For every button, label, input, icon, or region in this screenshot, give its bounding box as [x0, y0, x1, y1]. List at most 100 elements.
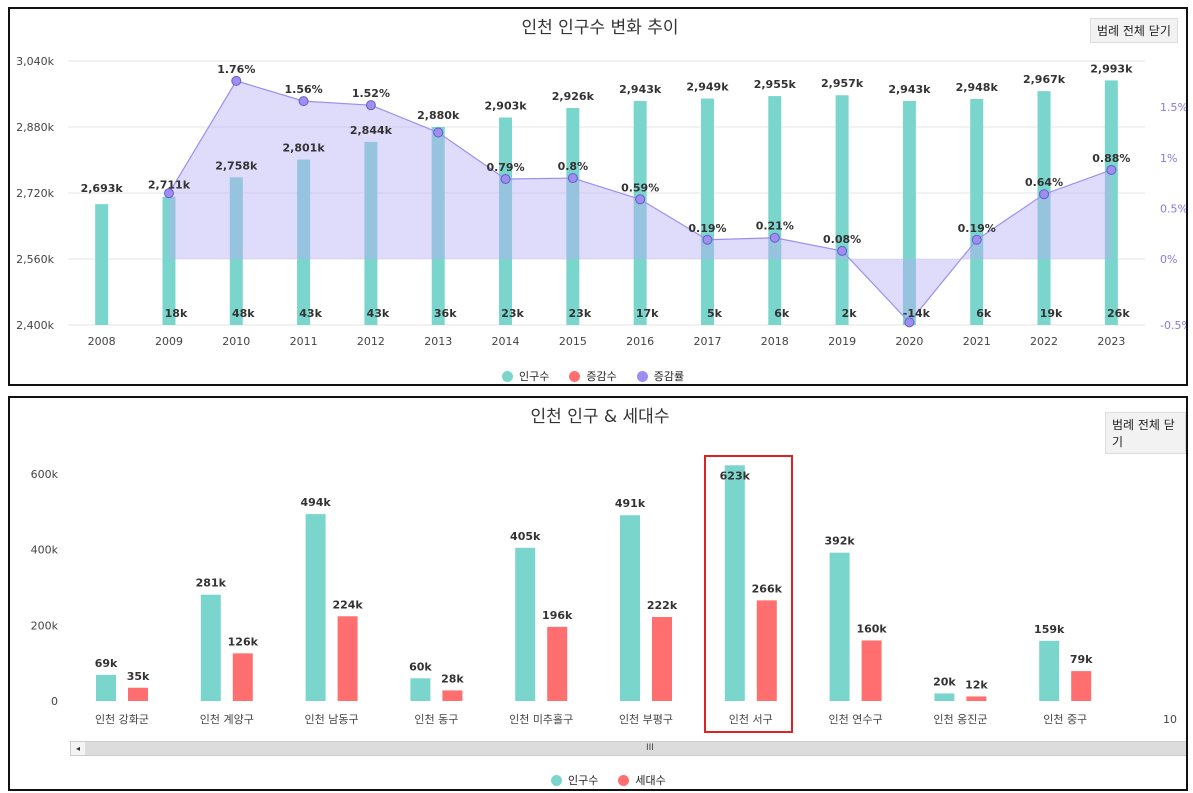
change-count-value-label: 6k — [976, 307, 992, 320]
legend-close-all-button-2[interactable]: 범례 전체 닫기 — [1105, 412, 1186, 454]
change-rate-point — [635, 194, 646, 205]
x-tick-label: 2009 — [155, 335, 183, 348]
population-bar — [515, 547, 536, 701]
population-bar — [1104, 80, 1118, 325]
y-right-tick-label: -0.5% — [1160, 319, 1188, 332]
population-value-label: 20k — [933, 675, 956, 688]
change-count-value-label: 23k — [569, 307, 592, 320]
legend-item-change-rate[interactable]: 증감률 — [636, 368, 684, 384]
change-rate-value-label: 0.88% — [1092, 152, 1130, 165]
x-tick-label: 2016 — [626, 335, 654, 348]
x-tick-label: 인천 부평구 — [619, 712, 673, 726]
y-right-tick-label: 1% — [1160, 152, 1177, 165]
population-value-label: 281k — [196, 577, 227, 590]
change-rate-value-label: 0.21% — [756, 220, 794, 233]
legend-item-population-2[interactable]: 인구수 — [551, 772, 598, 788]
change-rate-point — [433, 127, 444, 138]
x-tick-label: 인천 강화군 — [95, 712, 149, 726]
x-tick-label: 인천 남동구 — [305, 712, 359, 726]
population-value-label: 2,903k — [484, 100, 527, 113]
scroll-left-arrow-icon[interactable]: ◂ — [71, 742, 85, 755]
change-rate-point — [971, 234, 982, 245]
change-rate-value-label: 0.8% — [558, 160, 589, 173]
population-households-panel: 인천 인구 & 세대수 0 200k 400k 600k 69k 35k 인천 강화군 281k… — [8, 396, 1188, 791]
households-bar — [1071, 671, 1092, 701]
x-tick-label: 2023 — [1097, 335, 1125, 348]
population-households-chart: 인천 인구 & 세대수 0 200k 400k 600k 69k 35k 인천 강화군 281k… — [31, 407, 1177, 726]
y-left-tick-label: 2,400k — [16, 319, 54, 332]
legend-item-population[interactable]: 인구수 — [502, 368, 549, 384]
households-bar — [966, 696, 987, 701]
households-value-label: 79k — [1070, 653, 1093, 666]
x-tick-label: 2013 — [424, 335, 452, 348]
scroll-grip-icon[interactable]: III — [646, 743, 654, 753]
x-tick-label: 2019 — [828, 335, 856, 348]
change-rate-point — [365, 100, 376, 111]
households-bar — [128, 687, 148, 701]
population-value-label: 2,948k — [956, 81, 999, 94]
population-bar — [364, 141, 378, 325]
population-bar — [934, 693, 955, 701]
change-rate-point — [1039, 189, 1050, 200]
y-right-tick-label: 1.5% — [1160, 101, 1188, 114]
x-tick-label: 인천 연수구 — [829, 712, 883, 726]
change-rate-point — [231, 75, 242, 86]
y-tick-label: 0 — [51, 695, 58, 708]
population-value-label: 2,758k — [215, 159, 258, 172]
households-bar — [337, 616, 358, 701]
y-tick-label: 600k — [31, 468, 59, 481]
x-tick-label: 2015 — [559, 335, 587, 348]
change-rate-point — [837, 245, 848, 256]
change-rate-value-label: 0.64% — [1025, 176, 1063, 189]
population-value-label: 405k — [510, 530, 541, 543]
x-tick-label: 2010 — [222, 335, 250, 348]
population-bar — [431, 127, 445, 325]
population-value-label: 60k — [409, 660, 432, 673]
population-bar — [229, 177, 243, 325]
population-bar — [200, 594, 221, 701]
households-value-label: 222k — [647, 599, 678, 612]
x-tick-label: 2017 — [693, 335, 721, 348]
change-count-value-label: 48k — [232, 307, 255, 320]
change-count-value-label: 43k — [367, 307, 390, 320]
x-tick-label-extra: 10 — [1163, 713, 1177, 726]
y-right-tick-label: 0.5% — [1160, 202, 1188, 215]
legend-close-all-button[interactable]: 범례 전체 닫기 — [1090, 18, 1178, 43]
population-bar — [970, 98, 984, 325]
change-count-value-label: 23k — [501, 307, 524, 320]
x-tick-label: 인천 중구 — [1043, 712, 1087, 726]
legend-item-households[interactable]: 세대수 — [618, 772, 666, 788]
population-value-label: 69k — [95, 657, 118, 670]
change-rate-point — [904, 317, 915, 328]
change-rate-value-label: 0.19% — [958, 222, 996, 235]
households-value-label: 28k — [441, 672, 464, 685]
households-bar — [861, 640, 882, 701]
change-rate-point — [769, 232, 780, 243]
legend-item-change-count[interactable]: 증감수 — [569, 368, 617, 384]
population-trend-panel: 인천 인구수 변화 추이 2,400k 2,560k 2,720k 2,880k 3,04… — [8, 7, 1188, 386]
population-value-label: 2,949k — [686, 81, 729, 94]
population-value-label: 2,943k — [888, 83, 931, 96]
change-rate-value-label: 1.52% — [352, 87, 390, 100]
households-bar — [547, 626, 568, 701]
households-value-label: 224k — [332, 598, 363, 611]
population-value-label: 392k — [824, 535, 855, 548]
population-bar — [700, 98, 714, 325]
horizontal-scrollbar[interactable]: ◂ III — [70, 741, 1186, 756]
y-left-tick-label: 2,880k — [16, 121, 54, 134]
change-rate-value-label: 1.76% — [217, 63, 255, 76]
change-rate-value-label: 0.79% — [486, 161, 524, 174]
change-rate-point — [567, 173, 578, 184]
population-value-label: 2,844k — [350, 124, 393, 137]
population-trend-chart: 인천 인구수 변화 추이 2,400k 2,560k 2,720k 2,880k 3,04… — [16, 18, 1188, 348]
population-value-label: 2,993k — [1090, 62, 1133, 75]
population-value-label: 2,926k — [552, 90, 595, 103]
x-tick-label: 인천 옹진군 — [933, 712, 987, 726]
chart2-legend: 인구수 세대수 — [551, 772, 666, 788]
change-count-value-label: 43k — [299, 307, 322, 320]
population-bar — [724, 465, 745, 701]
population-value-label: 2,943k — [619, 83, 662, 96]
population-value-label: 159k — [1034, 623, 1065, 636]
change-count-value-label: 19k — [1040, 307, 1063, 320]
population-bar — [297, 159, 311, 325]
